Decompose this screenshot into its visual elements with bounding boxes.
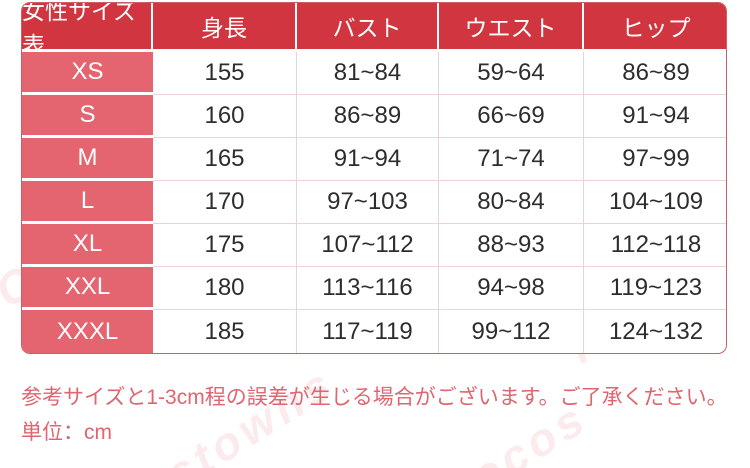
size-cell: XXL — [22, 267, 153, 310]
table-cell: 91~94 — [584, 95, 726, 138]
table-cell: 155 — [153, 52, 297, 95]
header-cell-waist: ウエスト — [439, 3, 584, 52]
header-cell-bust: バスト — [297, 3, 439, 52]
table-cell: 104~109 — [584, 181, 726, 224]
table-cell: 66~69 — [439, 95, 584, 138]
header-cell-height: 身長 — [153, 3, 297, 52]
table-cell: 86~89 — [584, 52, 726, 95]
header-cell-hip: ヒップ — [584, 3, 726, 52]
table-cell: 81~84 — [297, 52, 439, 95]
size-cell: L — [22, 181, 153, 224]
table-cell: 99~112 — [439, 310, 584, 353]
size-cell: S — [22, 95, 153, 138]
table-cell: 59~64 — [439, 52, 584, 95]
womens-size-table: 女性サイズ表 身長 バスト ウエスト ヒップ XS 155 81~84 59~6… — [21, 2, 727, 354]
table-cell: 113~116 — [297, 267, 439, 310]
table-cell: 97~103 — [297, 181, 439, 224]
table-cell: 175 — [153, 224, 297, 267]
size-cell: XXXL — [22, 310, 153, 353]
table-cell: 170 — [153, 181, 297, 224]
table-cell: 71~74 — [439, 138, 584, 181]
table-cell: 94~98 — [439, 267, 584, 310]
tolerance-note: 参考サイズと1-3cm程の誤差が生じる場合がございます。ご了承ください。 — [21, 386, 728, 409]
table-cell: 112~118 — [584, 224, 726, 267]
header-cell-size-label: 女性サイズ表 — [22, 3, 153, 58]
size-cell: M — [22, 138, 153, 181]
table-cell: 165 — [153, 138, 297, 181]
table-cell: 88~93 — [439, 224, 584, 267]
table-cell: 119~123 — [584, 267, 726, 310]
table-cell: 91~94 — [297, 138, 439, 181]
table-cell: 97~99 — [584, 138, 726, 181]
table-cell: 160 — [153, 95, 297, 138]
table-cell: 107~112 — [297, 224, 439, 267]
size-cell: XS — [22, 52, 153, 95]
size-cell: XL — [22, 224, 153, 267]
table-cell: 124~132 — [608, 317, 704, 345]
watermark-text: Costowns — [95, 356, 344, 468]
table-cell: 180 — [153, 267, 297, 310]
unit-note: 単位：cm — [21, 421, 112, 444]
table-cell: 185 — [153, 310, 297, 353]
table-cell: 86~89 — [297, 95, 439, 138]
table-cell: 117~119 — [297, 310, 439, 353]
table-cell: 80~84 — [439, 181, 584, 224]
